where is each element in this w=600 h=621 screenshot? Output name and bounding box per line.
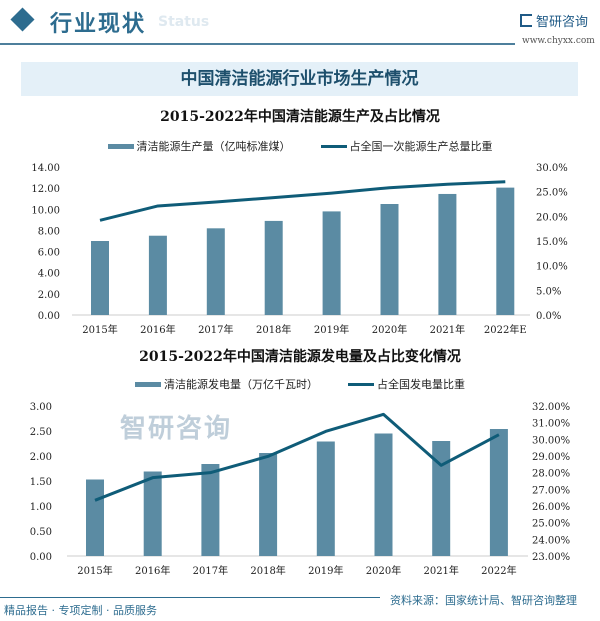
bar — [374, 433, 393, 556]
legend-bar-swatch — [107, 143, 134, 149]
y-right-tick: 0.0% — [536, 311, 561, 322]
x-tick-label: 2016年 — [135, 564, 170, 577]
x-tick-label: 2021年 — [430, 323, 465, 336]
logo-icon — [520, 14, 532, 27]
diamond-icon — [10, 7, 35, 32]
footer-slogan: 精品报告 · 专项定制 · 品质服务 — [4, 604, 157, 617]
legend-bar-label: 清洁能源生产量（亿吨标准煤） — [136, 140, 291, 153]
x-tick-label: 2017年 — [198, 323, 233, 336]
y-right-tick: 27.00% — [532, 485, 570, 496]
y-left-tick: 3.00 — [30, 402, 52, 413]
legend-line-swatch — [348, 382, 374, 386]
header-subtitle: Status — [158, 14, 210, 30]
legend-line: 占全国发电量比重 — [348, 376, 465, 392]
bar — [322, 211, 341, 315]
y-left-tick: 0.00 — [30, 552, 52, 563]
x-tick-label: 2019年 — [308, 564, 343, 577]
chart2-plot: 0.00 0.50 1.00 1.50 2.00 2.50 3.00 23.00% 24.00%… — [30, 402, 570, 577]
y-right-tick: 20.0% — [536, 212, 568, 223]
y-left-tick: 8.00 — [38, 226, 60, 237]
y-right-tick: 10.0% — [536, 262, 568, 273]
bar — [489, 429, 508, 556]
footer-source: 资料来源：国家统计局、智研咨询整理 — [390, 594, 577, 607]
bar — [148, 235, 167, 315]
y-right-tick: 28.00% — [532, 469, 570, 480]
watermark: 智研咨询 — [120, 414, 233, 444]
y-left-tick: 14.00 — [31, 163, 60, 174]
y-right-tick: 30.00% — [532, 435, 570, 446]
y-left-tick: 12.00 — [31, 184, 60, 195]
y-right-tick: 31.00% — [532, 419, 570, 430]
logo-text: 智研咨询 — [536, 15, 589, 30]
bar — [496, 187, 515, 315]
chart1-plot: 0.00 2.00 4.00 6.00 8.00 10.00 12.00 14.00 0.0% 5… — [31, 163, 568, 336]
legend-bar: 清洁能源生产量（亿吨标准煤） — [107, 138, 291, 154]
bar — [264, 220, 283, 315]
x-tick-label: 2016年 — [140, 323, 175, 336]
y-right-tick: 15.0% — [536, 237, 568, 248]
x-tick-label: 2020年 — [366, 564, 401, 577]
y-left-tick: 0.50 — [30, 527, 52, 538]
x-tick-label: 2019年 — [314, 323, 349, 336]
y-right-tick: 30.0% — [536, 163, 568, 174]
website-url: www.chyxx.com — [522, 36, 595, 46]
y-right-tick: 25.0% — [536, 188, 568, 199]
x-tick-label: 2015年 — [82, 323, 117, 336]
legend-line-label: 占全国一次能源生产总量比重 — [349, 140, 493, 153]
header-divider — [0, 43, 515, 45]
x-tick-label: 2015年 — [77, 564, 112, 577]
brand-logo: 智研咨询 — [520, 11, 588, 30]
x-tick-label: 2017年 — [193, 564, 228, 577]
y-right-tick: 23.00% — [532, 552, 570, 563]
chart2-title: 2015-2022年中国清洁能源发电量及占比变化情况 — [139, 349, 461, 365]
y-left-tick: 10.00 — [31, 205, 60, 216]
x-tick-label: 2021年 — [423, 564, 458, 577]
x-tick-label: 2020年 — [372, 323, 407, 336]
legend-line: 占全国一次能源生产总量比重 — [320, 138, 493, 154]
section-banner: 中国清洁能源行业市场生产情况 — [21, 62, 578, 96]
bar — [259, 453, 278, 556]
legend-bar-swatch — [135, 381, 161, 387]
x-tick-label: 2022年E — [484, 323, 527, 336]
y-left-tick: 2.50 — [30, 427, 52, 438]
y-right-tick: 5.0% — [536, 286, 561, 297]
bar — [316, 441, 335, 556]
bar — [91, 241, 109, 315]
y-left-tick: 1.00 — [30, 502, 52, 513]
legend-line-label: 占全国发电量比重 — [377, 378, 465, 391]
y-left-tick: 2.00 — [30, 452, 52, 463]
legend-bar: 清洁能源发电量（万亿千瓦时） — [135, 376, 318, 392]
bar — [86, 479, 104, 556]
legend-line-swatch — [320, 144, 347, 148]
bar — [143, 471, 162, 556]
x-tick-label: 2018年 — [250, 564, 285, 577]
share-line — [94, 412, 500, 502]
y-right-tick: 29.00% — [532, 452, 570, 463]
y-left-tick: 2.00 — [38, 290, 60, 301]
y-left-tick: 4.00 — [38, 269, 60, 280]
y-left-tick: 6.00 — [38, 248, 60, 259]
y-left-tick: 0.00 — [38, 311, 60, 322]
y-left-tick: 1.50 — [30, 477, 52, 488]
bar — [432, 441, 451, 556]
chart2-legend: 清洁能源发电量（万亿千瓦时） 占全国发电量比重 — [0, 376, 600, 392]
bar — [206, 228, 225, 315]
header-title: 行业现状 — [50, 12, 147, 37]
share-line — [99, 180, 506, 222]
y-right-tick: 26.00% — [532, 502, 570, 513]
chart1-legend: 清洁能源生产量（亿吨标准煤） 占全国一次能源生产总量比重 — [0, 138, 600, 154]
y-right-tick: 32.00% — [532, 402, 570, 413]
footer-divider — [0, 597, 380, 598]
y-right-tick: 25.00% — [532, 519, 570, 530]
chart1-title: 2015-2022年中国清洁能源生产及占比情况 — [160, 109, 440, 125]
y-right-tick: 24.00% — [532, 535, 570, 546]
bar — [201, 464, 220, 556]
x-tick-label: 2022年 — [481, 564, 516, 577]
legend-bar-label: 清洁能源发电量（万亿千瓦时） — [164, 378, 318, 391]
x-tick-label: 2018年 — [256, 323, 291, 336]
bar — [438, 193, 457, 315]
bar — [380, 204, 399, 315]
